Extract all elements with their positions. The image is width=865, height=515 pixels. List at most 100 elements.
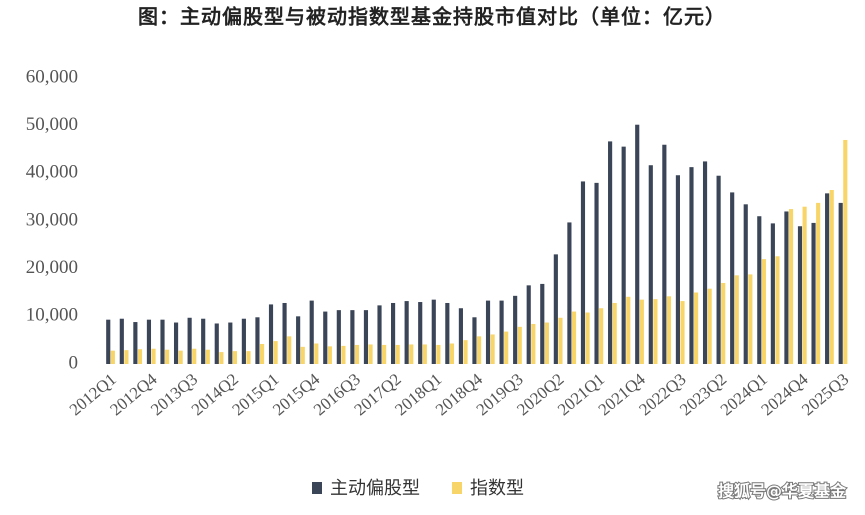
- bar: [734, 275, 739, 364]
- bar: [472, 317, 477, 364]
- bar: [160, 319, 165, 364]
- bar: [463, 340, 468, 364]
- bar: [219, 352, 224, 364]
- bar: [418, 302, 423, 364]
- bar: [816, 202, 821, 364]
- bar: [526, 285, 531, 364]
- bar: [241, 318, 246, 364]
- bar: [621, 146, 626, 364]
- y-tick-label: 40,000: [26, 162, 78, 183]
- bar: [395, 344, 400, 364]
- bar: [431, 299, 436, 364]
- y-tick-label: 60,000: [26, 66, 78, 87]
- bar: [259, 343, 265, 364]
- bar: [721, 282, 726, 364]
- bar: [490, 334, 495, 364]
- bar: [829, 190, 834, 364]
- legend-label: 指数型: [470, 478, 524, 499]
- bar: [336, 310, 341, 364]
- bar: [409, 344, 414, 364]
- y-tick-label: 50,000: [26, 114, 78, 135]
- y-tick-label: 0: [69, 352, 79, 373]
- bar: [173, 322, 179, 364]
- bar: [106, 319, 111, 364]
- bar: [666, 296, 672, 364]
- chart-title: 图：主动偏股型与被动指数型基金持股市值对比（单位：亿元）: [138, 5, 726, 29]
- bar: [110, 350, 115, 364]
- bar: [504, 331, 509, 364]
- bar: [485, 300, 491, 364]
- bar: [449, 343, 455, 364]
- bar: [477, 336, 482, 364]
- bar: [580, 181, 586, 364]
- bar: [761, 259, 766, 364]
- bar: [626, 296, 631, 364]
- bar: [214, 323, 219, 364]
- bar: [838, 202, 843, 364]
- watermark: 搜狐号@华夏基金: [718, 482, 847, 501]
- bar: [689, 167, 694, 364]
- bar: [137, 349, 143, 364]
- bar: [694, 292, 699, 364]
- bar: [788, 209, 794, 364]
- bar: [544, 322, 549, 364]
- bar: [309, 300, 314, 364]
- bar: [558, 317, 563, 364]
- bar: [775, 256, 780, 364]
- bar: [228, 322, 233, 364]
- bar: [422, 344, 427, 364]
- bar: [445, 302, 450, 364]
- bar: [730, 192, 735, 364]
- bar: [648, 165, 653, 364]
- bar: [246, 351, 251, 364]
- legend-swatch: [452, 482, 462, 494]
- bar: [404, 301, 409, 364]
- bar: [205, 349, 210, 364]
- bar: [133, 322, 138, 364]
- bar: [323, 311, 328, 364]
- bar: [350, 310, 355, 364]
- bar: [178, 350, 183, 364]
- bar: [119, 318, 124, 364]
- bar: [273, 341, 278, 364]
- bar: [327, 346, 332, 364]
- bar: [680, 301, 685, 364]
- legend-swatch: [312, 482, 322, 494]
- bar: [639, 299, 644, 364]
- bar: [743, 204, 748, 364]
- bar: [802, 206, 807, 364]
- bar: [377, 305, 382, 364]
- bar: [363, 310, 369, 364]
- x-tick-label: 2025Q3: [798, 370, 852, 420]
- bar: [232, 351, 238, 364]
- bar: [124, 350, 129, 364]
- bar: [517, 326, 522, 364]
- bar: [391, 302, 396, 364]
- bar: [716, 175, 721, 364]
- bar: [585, 312, 590, 364]
- bar: [770, 223, 775, 364]
- bar: [436, 344, 441, 364]
- y-tick-label: 10,000: [26, 305, 78, 326]
- legend-label: 主动偏股型: [330, 478, 420, 499]
- bar: [811, 222, 816, 364]
- bar: [287, 336, 292, 364]
- bar: [146, 319, 152, 364]
- bar: [599, 308, 604, 364]
- bar: [341, 345, 346, 364]
- bar: [382, 344, 387, 364]
- bar: [675, 175, 680, 364]
- bar: [151, 348, 156, 364]
- bar: [594, 182, 599, 364]
- bar: [458, 308, 463, 364]
- bar: [571, 311, 577, 364]
- bar: [635, 124, 640, 364]
- bar: [268, 304, 274, 364]
- bar: [797, 226, 803, 364]
- bar: [748, 274, 753, 364]
- bar: [296, 316, 301, 364]
- bar: [368, 344, 373, 364]
- y-tick-label: 30,000: [26, 209, 78, 230]
- bar: [553, 254, 558, 364]
